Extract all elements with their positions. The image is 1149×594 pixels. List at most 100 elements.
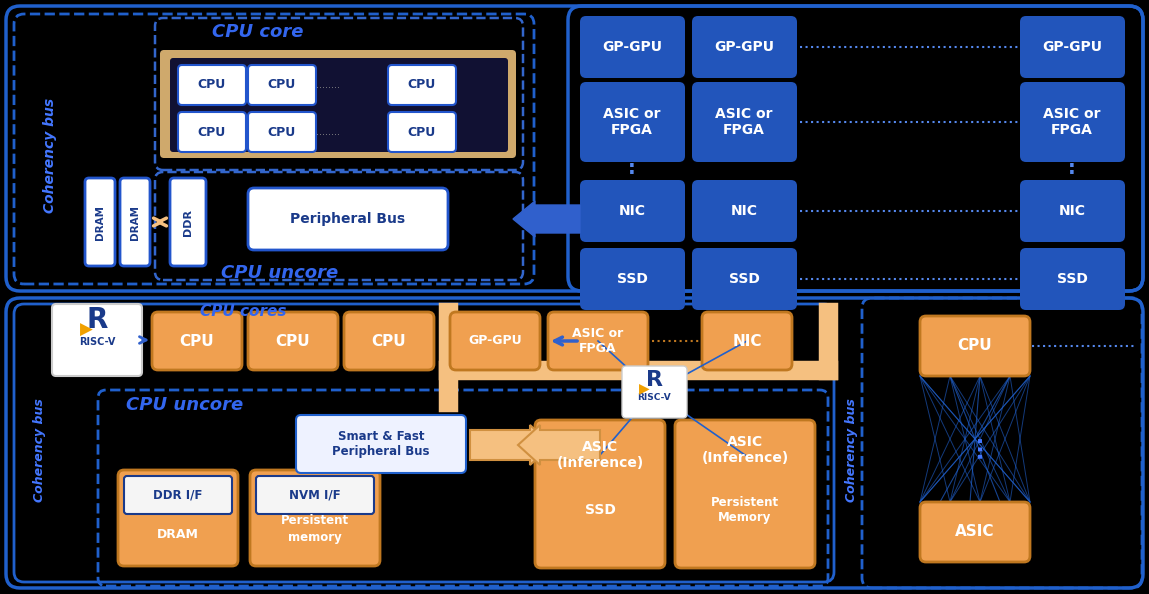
Text: ASIC
(Inference): ASIC (Inference) bbox=[556, 440, 643, 470]
Text: DRAM: DRAM bbox=[130, 204, 140, 239]
Text: DDR: DDR bbox=[183, 208, 193, 235]
Text: Peripheral Bus: Peripheral Bus bbox=[291, 212, 406, 226]
FancyBboxPatch shape bbox=[170, 178, 206, 266]
FancyBboxPatch shape bbox=[450, 312, 540, 370]
FancyBboxPatch shape bbox=[580, 180, 685, 242]
Text: memory: memory bbox=[288, 532, 342, 545]
FancyBboxPatch shape bbox=[535, 420, 665, 568]
Text: CPU: CPU bbox=[198, 78, 226, 91]
FancyBboxPatch shape bbox=[580, 16, 685, 78]
Text: ▶: ▶ bbox=[79, 321, 92, 339]
Text: CPU uncore: CPU uncore bbox=[126, 396, 244, 414]
Text: SSD: SSD bbox=[728, 272, 759, 286]
Text: RISC-V: RISC-V bbox=[79, 337, 115, 347]
FancyBboxPatch shape bbox=[388, 65, 456, 105]
Text: NVM I/F: NVM I/F bbox=[290, 488, 341, 501]
FancyBboxPatch shape bbox=[548, 312, 648, 370]
Text: NIC: NIC bbox=[1058, 204, 1086, 218]
Text: ASIC or
FPGA: ASIC or FPGA bbox=[1043, 107, 1101, 137]
FancyBboxPatch shape bbox=[702, 312, 792, 370]
FancyBboxPatch shape bbox=[388, 112, 456, 152]
FancyBboxPatch shape bbox=[152, 312, 242, 370]
Text: SSD: SSD bbox=[1057, 272, 1087, 286]
Text: GP-GPU: GP-GPU bbox=[714, 40, 774, 54]
FancyBboxPatch shape bbox=[250, 470, 380, 566]
FancyBboxPatch shape bbox=[1020, 180, 1125, 242]
Text: CPU: CPU bbox=[408, 125, 437, 138]
FancyBboxPatch shape bbox=[248, 65, 316, 105]
FancyBboxPatch shape bbox=[692, 180, 797, 242]
Text: ASIC
(Inference): ASIC (Inference) bbox=[701, 435, 788, 465]
FancyBboxPatch shape bbox=[1020, 16, 1125, 78]
FancyBboxPatch shape bbox=[248, 112, 316, 152]
Text: R: R bbox=[646, 370, 663, 390]
Text: NIC: NIC bbox=[732, 333, 762, 349]
FancyBboxPatch shape bbox=[692, 248, 797, 310]
FancyBboxPatch shape bbox=[296, 415, 466, 473]
FancyBboxPatch shape bbox=[580, 82, 685, 162]
FancyBboxPatch shape bbox=[920, 316, 1030, 376]
Text: Smart & Fast
Peripheral Bus: Smart & Fast Peripheral Bus bbox=[332, 430, 430, 458]
Text: ASIC or
FPGA: ASIC or FPGA bbox=[603, 107, 661, 137]
Text: DRAM: DRAM bbox=[157, 529, 199, 542]
Text: NIC: NIC bbox=[618, 204, 646, 218]
FancyBboxPatch shape bbox=[124, 476, 232, 514]
Text: :: : bbox=[1069, 159, 1075, 178]
Text: R: R bbox=[86, 306, 108, 334]
Text: GP-GPU: GP-GPU bbox=[602, 40, 662, 54]
FancyBboxPatch shape bbox=[170, 58, 508, 152]
FancyArrow shape bbox=[470, 425, 552, 465]
FancyBboxPatch shape bbox=[1020, 248, 1125, 310]
Text: Coherency bus: Coherency bus bbox=[846, 398, 858, 502]
Text: ▶: ▶ bbox=[639, 381, 649, 395]
Text: Persistent
Memory: Persistent Memory bbox=[711, 496, 779, 524]
FancyBboxPatch shape bbox=[118, 470, 238, 566]
Text: CPU: CPU bbox=[371, 333, 407, 349]
Text: GP-GPU: GP-GPU bbox=[468, 334, 522, 347]
FancyBboxPatch shape bbox=[344, 312, 434, 370]
Text: CPU: CPU bbox=[957, 339, 993, 353]
Text: CPU: CPU bbox=[408, 78, 437, 91]
FancyBboxPatch shape bbox=[52, 304, 142, 376]
FancyBboxPatch shape bbox=[160, 50, 516, 158]
Text: ASIC: ASIC bbox=[955, 525, 995, 539]
FancyBboxPatch shape bbox=[580, 248, 685, 310]
Text: :: : bbox=[629, 159, 635, 178]
Text: NIC: NIC bbox=[731, 204, 757, 218]
FancyBboxPatch shape bbox=[1020, 82, 1125, 162]
Text: ...: ... bbox=[965, 432, 985, 457]
FancyBboxPatch shape bbox=[256, 476, 375, 514]
Text: SSD: SSD bbox=[617, 272, 647, 286]
Text: ASIC or
FPGA: ASIC or FPGA bbox=[572, 327, 624, 355]
Text: Coherency bus: Coherency bus bbox=[33, 398, 46, 502]
FancyBboxPatch shape bbox=[674, 420, 815, 568]
FancyBboxPatch shape bbox=[692, 82, 797, 162]
FancyBboxPatch shape bbox=[119, 178, 151, 266]
Text: RISC-V: RISC-V bbox=[638, 393, 671, 402]
Text: ASIC or
FPGA: ASIC or FPGA bbox=[715, 107, 773, 137]
FancyBboxPatch shape bbox=[248, 188, 448, 250]
FancyBboxPatch shape bbox=[85, 178, 115, 266]
Text: DRAM: DRAM bbox=[95, 204, 105, 239]
FancyArrow shape bbox=[512, 201, 580, 237]
FancyBboxPatch shape bbox=[248, 312, 338, 370]
Text: Coherency bus: Coherency bus bbox=[43, 97, 57, 213]
FancyBboxPatch shape bbox=[178, 112, 246, 152]
Text: CPU uncore: CPU uncore bbox=[222, 264, 339, 282]
FancyBboxPatch shape bbox=[178, 65, 246, 105]
Text: CPU: CPU bbox=[268, 78, 296, 91]
Text: GP-GPU: GP-GPU bbox=[1042, 40, 1102, 54]
FancyBboxPatch shape bbox=[920, 502, 1030, 562]
Text: Persistent: Persistent bbox=[282, 513, 349, 526]
Text: CPU cores: CPU cores bbox=[200, 305, 286, 320]
FancyBboxPatch shape bbox=[622, 366, 687, 418]
Text: ........: ........ bbox=[316, 127, 340, 137]
Text: DDR I/F: DDR I/F bbox=[153, 488, 202, 501]
Text: CPU: CPU bbox=[198, 125, 226, 138]
FancyBboxPatch shape bbox=[692, 16, 797, 78]
Text: SSD: SSD bbox=[585, 503, 616, 517]
Text: CPU: CPU bbox=[268, 125, 296, 138]
FancyArrow shape bbox=[518, 425, 600, 465]
Text: CPU: CPU bbox=[179, 333, 215, 349]
Text: ........: ........ bbox=[316, 80, 340, 90]
